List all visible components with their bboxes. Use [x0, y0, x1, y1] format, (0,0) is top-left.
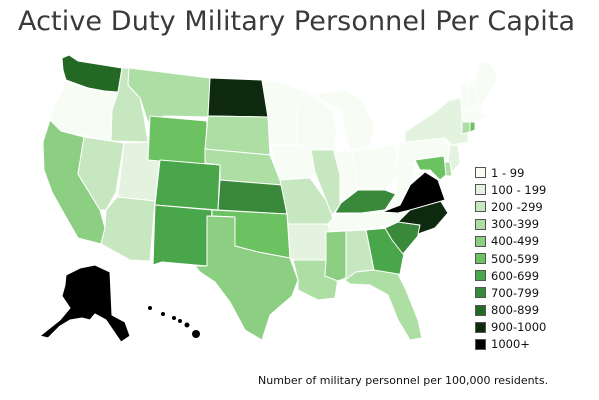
- legend-item: 1 - 99: [475, 164, 546, 181]
- legend-swatch: [475, 321, 486, 333]
- legend-swatch: [475, 201, 486, 213]
- legend-label: 800-899: [491, 303, 540, 318]
- state-texas: [194, 215, 299, 341]
- state-new-mexico: [152, 204, 213, 267]
- legend-swatch: [475, 270, 486, 282]
- legend-swatch: [475, 184, 486, 196]
- legend-swatch: [475, 304, 486, 316]
- legend-label: 1 - 99: [491, 165, 525, 180]
- legend-item: 200 -299: [475, 198, 546, 215]
- legend-label: 100 - 199: [491, 182, 547, 197]
- state-alaska: [39, 264, 131, 343]
- footnote: Number of military personnel per 100,000…: [258, 374, 549, 387]
- legend-item: 700-799: [475, 284, 546, 301]
- legend-label: 200 -299: [491, 199, 543, 214]
- legend-swatch: [475, 218, 486, 230]
- legend: 1 - 99 100 - 199 200 -299 300-399 400-499 500…: [475, 164, 546, 353]
- legend-swatch: [475, 287, 486, 299]
- state-mississippi: [324, 230, 347, 282]
- page-title: Active Duty Military Personnel Per Capit…: [18, 6, 576, 37]
- state-kansas: [217, 179, 288, 215]
- legend-item: 400-499: [475, 233, 546, 250]
- legend-item: 900-1000: [475, 319, 546, 336]
- legend-label: 700-799: [491, 285, 540, 300]
- state-rhode-island: [469, 121, 476, 133]
- legend-label: 600-699: [491, 268, 540, 283]
- legend-swatch: [475, 338, 486, 350]
- legend-swatch: [475, 167, 486, 179]
- state-michigan: [313, 89, 376, 151]
- legend-item: 500-599: [475, 250, 546, 267]
- state-ohio: [351, 143, 399, 191]
- legend-label: 500-599: [491, 251, 540, 266]
- legend-swatch: [475, 253, 486, 265]
- state-wisconsin: [295, 93, 338, 151]
- state-new-york: [404, 97, 469, 146]
- legend-label: 1000+: [491, 337, 530, 352]
- legend-label: 300-399: [491, 217, 540, 232]
- legend-item: 300-399: [475, 216, 546, 233]
- state-arizona: [100, 196, 156, 262]
- legend-item: 600-699: [475, 267, 546, 284]
- state-new-jersey: [447, 144, 461, 173]
- state-wyoming: [147, 115, 208, 166]
- state-north-dakota: [207, 77, 269, 118]
- state-hawaii: [148, 306, 200, 338]
- state-florida: [344, 269, 423, 341]
- legend-item: 800-899: [475, 302, 546, 319]
- state-massachusetts: [461, 107, 489, 123]
- legend-item: 100 - 199: [475, 181, 546, 198]
- state-connecticut: [461, 121, 471, 135]
- state-colorado: [154, 159, 221, 211]
- state-south-dakota: [204, 115, 271, 156]
- legend-label: 900-1000: [491, 320, 547, 335]
- state-maryland: [414, 155, 447, 181]
- legend-swatch: [475, 235, 486, 247]
- legend-item: 1000+: [475, 336, 546, 353]
- legend-label: 400-499: [491, 234, 540, 249]
